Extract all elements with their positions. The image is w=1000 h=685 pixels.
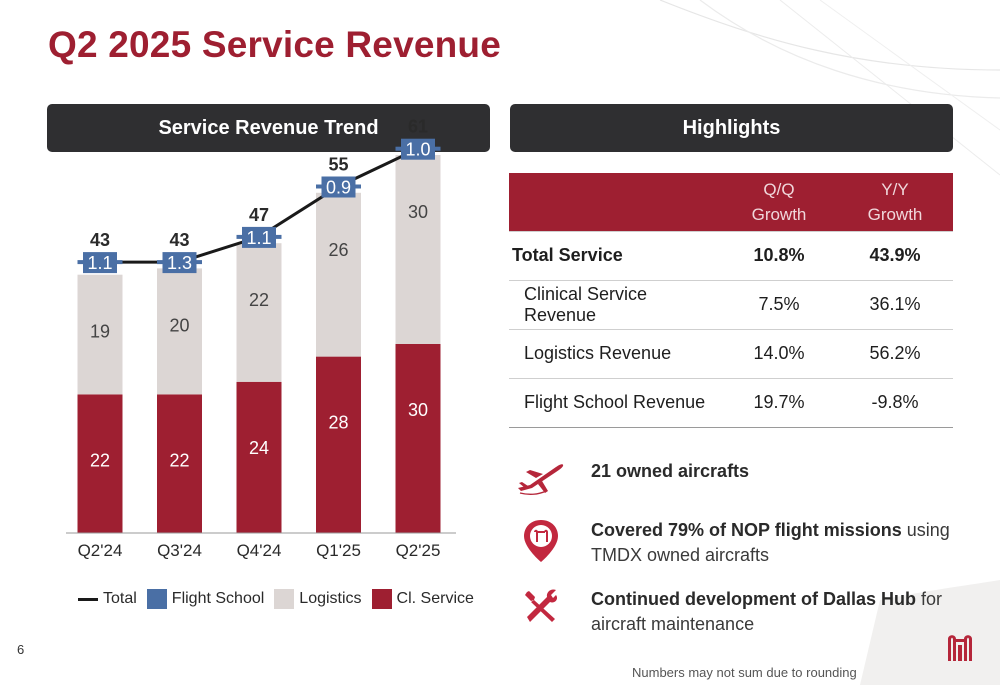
data-label-total: 43 (169, 230, 189, 250)
data-label-flight-school: 1.3 (167, 253, 192, 273)
data-label-clinical-service: 22 (90, 450, 110, 470)
bar-clinical-service (77, 394, 123, 533)
table-cell-qq: 19.7% (721, 378, 837, 428)
bullet-text: 21 owned aircrafts (591, 461, 750, 481)
table-cell-qq: 14.0% (721, 329, 837, 379)
legend-label-logistics: Logistics (299, 590, 362, 607)
legend-swatch-logistics (274, 589, 295, 609)
footnote: Numbers may not sum due to rounding (632, 665, 857, 680)
data-label-logistics: 19 (90, 322, 110, 342)
data-label-logistics: 26 (328, 240, 348, 260)
table-cell-yy: -9.8% (837, 378, 953, 428)
data-label-flight-school: 0.9 (326, 178, 351, 198)
legend-label-clinical: Cl. Service (396, 590, 474, 607)
tools-icon (515, 587, 567, 635)
table-cell-label: Total Service (509, 230, 721, 281)
highlights-table: Q/Q Growth Y/Y Growth Total Service 10.8% … (509, 173, 953, 428)
data-label-clinical-service: 24 (249, 438, 269, 458)
table-cell-yy: 56.2% (837, 329, 953, 379)
data-label-logistics: 30 (408, 202, 428, 222)
table-cell-label: Clinical Service Revenue (509, 280, 721, 330)
bullet-text: Covered 79% of NOP flight missions using… (591, 520, 950, 565)
legend-item-logistics: Logistics (274, 589, 362, 609)
x-tick-label: Q2'24 (78, 541, 123, 560)
chart-legend: Total Flight School Logistics Cl. Servic… (78, 589, 484, 609)
table-cell-label: Logistics Revenue (509, 329, 721, 379)
airplane-icon (515, 455, 567, 503)
table-header-row: Q/Q Growth Y/Y Growth (509, 173, 953, 231)
table-cell-label: Flight School Revenue (509, 378, 721, 428)
table-row-logistics: Logistics Revenue 14.0% 56.2% (509, 329, 953, 379)
map-pin-icon (515, 518, 567, 566)
x-tick-label: Q4'24 (237, 541, 282, 560)
data-label-clinical-service: 30 (408, 400, 428, 420)
bar-flight-school (242, 226, 276, 248)
legend-swatch-flight-school (146, 589, 167, 609)
page-title: Q2 2025 Service Revenue (48, 24, 502, 65)
legend-item-total: Total (78, 590, 137, 608)
bar-flight-school (83, 252, 117, 274)
table-header-qq-label: Q/Q Growth (751, 179, 807, 224)
bar-flight-school (401, 138, 435, 160)
page-number: 6 (17, 642, 25, 657)
bar-clinical-service (236, 381, 282, 533)
table-row-total-service: Total Service 10.8% 43.9% (509, 230, 953, 281)
table-cell-qq: 7.5% (721, 280, 837, 330)
data-label-logistics: 20 (169, 315, 189, 335)
legend-item-clinical: Cl. Service (371, 589, 474, 609)
legend-label-total: Total (103, 590, 137, 607)
legend-label-flight-school: Flight School (171, 590, 265, 607)
x-tick-label: Q1'25 (316, 541, 361, 560)
bullet-nop-missions: Covered 79% of NOP flight missions using… (515, 518, 955, 568)
bar-logistics (236, 243, 282, 382)
table-cell-qq: 10.8% (721, 230, 837, 281)
bullet-owned-aircrafts: 21 owned aircrafts (515, 455, 955, 503)
data-label-clinical-service: 22 (169, 450, 189, 470)
table-cell-yy: 36.1% (837, 280, 953, 330)
bar-clinical-service (157, 394, 202, 533)
x-tick-label: Q2'25 (396, 541, 441, 560)
highlights-section-header: Highlights (510, 104, 953, 152)
bar-logistics (395, 155, 441, 344)
data-label-total: 43 (90, 230, 110, 250)
data-label-logistics: 22 (249, 290, 269, 310)
legend-item-flight-school: Flight School (146, 589, 265, 609)
data-label-total: 61 (408, 117, 428, 137)
table-header-yy-label: Y/Y Growth (867, 179, 923, 224)
bullet-dallas-hub: Continued development of Dallas Hub for … (515, 587, 955, 637)
bar-flight-school (162, 252, 197, 274)
table-header-qq: Q/Q Growth (721, 173, 837, 231)
data-label-total: 55 (328, 155, 348, 175)
data-label-clinical-service: 28 (328, 413, 348, 433)
legend-line-total (78, 597, 98, 601)
company-logo (948, 635, 972, 661)
bar-clinical-service (316, 356, 361, 533)
bullet-text: Continued development of Dallas Hub for … (591, 589, 943, 634)
bar-logistics (77, 274, 123, 395)
legend-swatch-clinical (371, 589, 392, 609)
x-tick-label: Q3'24 (157, 541, 202, 560)
table-row-clinical-service: Clinical Service Revenue 7.5% 36.1% (509, 280, 953, 330)
bar-logistics (316, 192, 361, 357)
table-header-yy: Y/Y Growth (837, 173, 953, 231)
data-label-flight-school: 1.0 (405, 140, 430, 160)
table-row-flight-school: Flight School Revenue 19.7% -9.8% (509, 378, 953, 428)
bar-clinical-service (395, 344, 441, 533)
table-cell-yy: 43.9% (837, 230, 953, 281)
data-label-total: 47 (249, 205, 269, 225)
data-label-flight-school: 1.1 (87, 253, 112, 273)
bar-logistics (157, 268, 202, 395)
data-label-flight-school: 1.1 (246, 228, 271, 248)
table-header-blank (509, 173, 721, 231)
bar-flight-school (321, 176, 356, 198)
